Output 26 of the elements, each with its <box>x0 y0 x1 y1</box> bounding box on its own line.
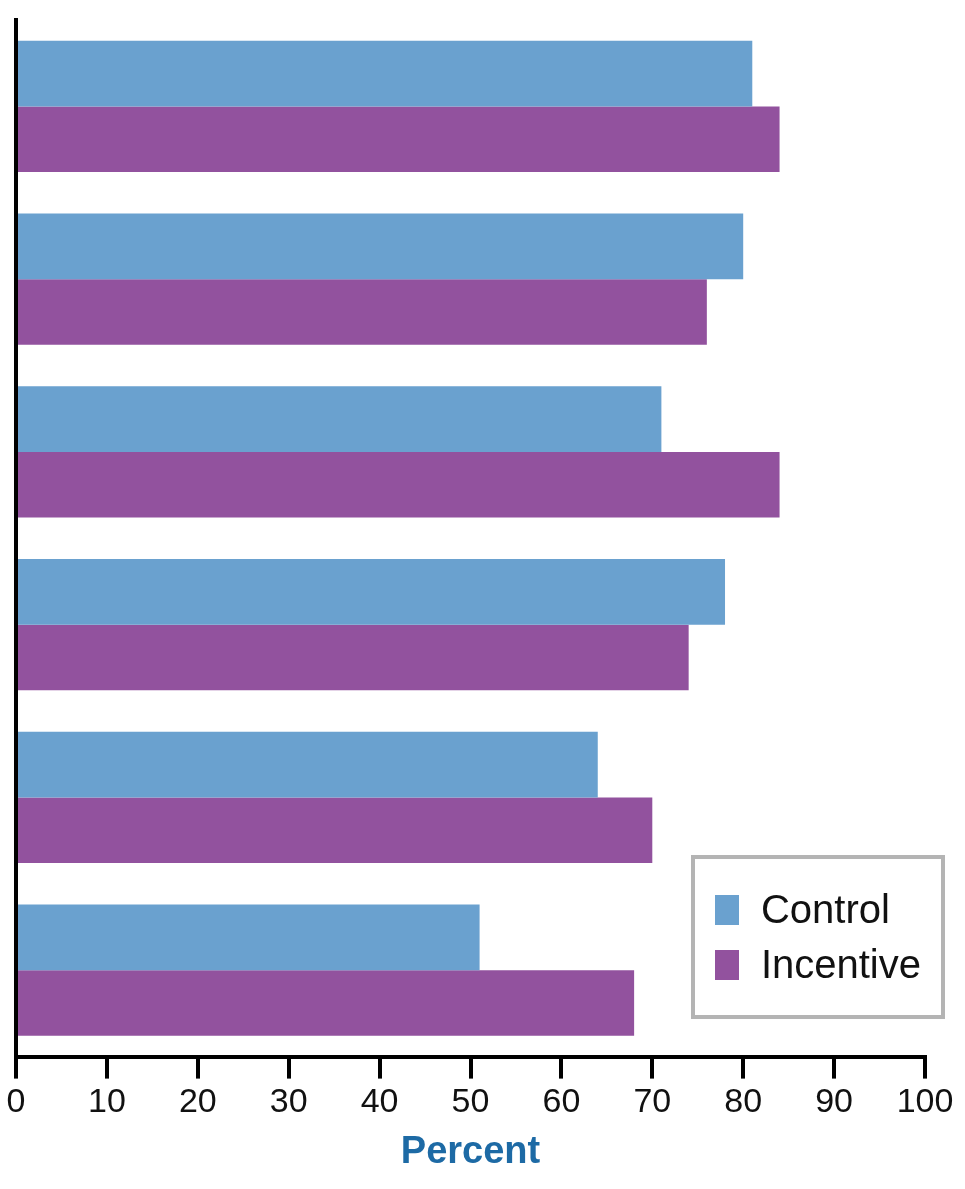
x-tick-label: 80 <box>724 1081 763 1120</box>
x-tick-label: 10 <box>87 1081 126 1120</box>
bar <box>18 624 689 691</box>
x-tick-label: 90 <box>815 1081 854 1120</box>
x-tick-label: 40 <box>360 1081 399 1120</box>
bar <box>18 731 598 798</box>
bar <box>18 970 635 1036</box>
bar <box>18 279 707 345</box>
x-tick-label: 0 <box>6 1081 26 1120</box>
bar <box>18 451 780 518</box>
x-tick-label: 70 <box>633 1081 672 1120</box>
legend-label: Control <box>760 887 890 932</box>
bar <box>18 559 726 625</box>
x-tick-label: 30 <box>269 1081 308 1120</box>
bar <box>18 106 780 173</box>
bar <box>18 797 653 864</box>
bar <box>18 904 480 971</box>
x-tick-label: 100 <box>896 1081 954 1120</box>
bar <box>18 213 744 280</box>
x-tick-label: 50 <box>451 1081 490 1120</box>
x-axis-title: Percent <box>400 1128 541 1171</box>
x-tick-label: 60 <box>542 1081 581 1120</box>
bar <box>18 40 753 107</box>
x-tick-label: 20 <box>178 1081 217 1120</box>
legend-label: Incentive <box>760 942 921 987</box>
bar <box>18 386 662 452</box>
